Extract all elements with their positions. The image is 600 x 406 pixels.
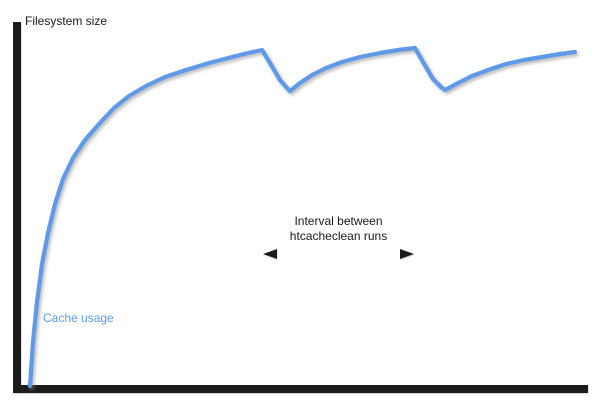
interval-arrow: [263, 249, 414, 259]
axis-lines: [13, 22, 588, 393]
interval-annotation: Interval between htcacheclean runs: [262, 214, 415, 244]
interval-annotation-line1: Interval between: [294, 214, 383, 228]
reference-lines: [21, 32, 590, 385]
interval-arrow-right-head-icon: [400, 249, 414, 259]
cache-usage-label: Cache usage: [43, 311, 114, 325]
axes: [13, 22, 588, 393]
interval-annotation-line2: htcacheclean runs: [289, 229, 388, 243]
cache-usage-curve: [27, 45, 578, 389]
filesystem-size-label: Filesystem size: [25, 14, 108, 28]
interval-arrow-left-head-icon: [263, 249, 277, 259]
cache-usage-curve-group: [27, 45, 578, 389]
